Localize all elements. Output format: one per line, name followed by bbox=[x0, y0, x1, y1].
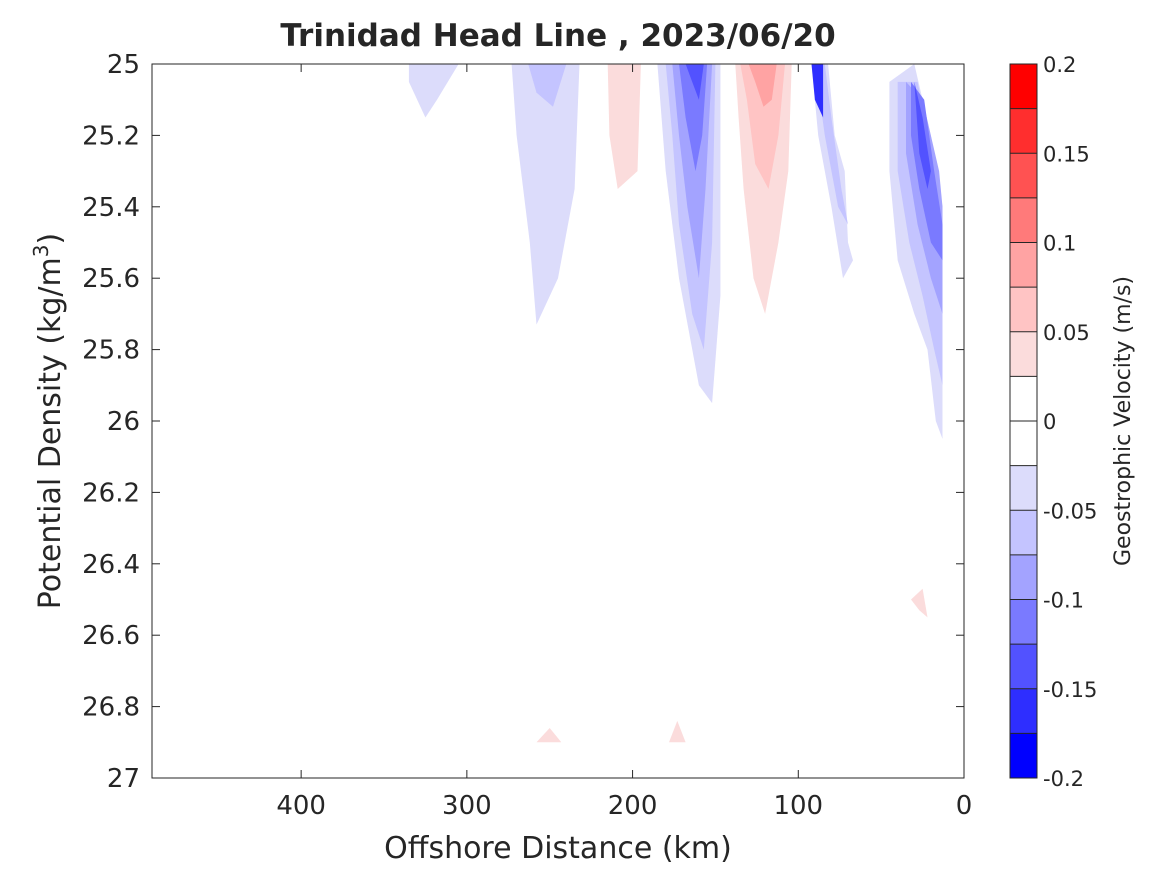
pos-patch-85km bbox=[811, 681, 845, 743]
colorbar-segment bbox=[1010, 733, 1037, 779]
neg-band-320km bbox=[380, 64, 484, 314]
pos-band-120km-core bbox=[748, 64, 777, 107]
colorbar bbox=[1010, 64, 1037, 779]
y-axis: 25 25.2 25.4 25.6 25.8 26 26.2 26.4 26.6 26.8 27 bbox=[82, 50, 964, 794]
x-axis-label: Offshore Distance (km) bbox=[384, 831, 732, 866]
colorbar-segment bbox=[1010, 465, 1037, 511]
neg-patch-140km bbox=[727, 517, 739, 600]
colorbar-segment bbox=[1010, 197, 1037, 243]
neg-band-255km-mid bbox=[511, 64, 580, 325]
y-axis-label-superscript: 3 bbox=[29, 244, 53, 257]
colorbar-segment bbox=[1010, 599, 1037, 645]
x-tick-label: 400 bbox=[276, 791, 326, 821]
neg-patch-30km bbox=[906, 724, 913, 743]
y-axis-label-close: ) bbox=[33, 233, 68, 245]
pos-patch-340km bbox=[380, 667, 451, 743]
colorbar-segment bbox=[1010, 331, 1037, 377]
y-tick-label: 25.4 bbox=[82, 193, 140, 223]
colorbar-segment bbox=[1010, 64, 1037, 110]
x-tick-label: 0 bbox=[956, 791, 973, 821]
colorbar-tick-label: -0.15 bbox=[1043, 678, 1097, 702]
pos-band-205km-core bbox=[607, 64, 641, 189]
contour-regions bbox=[380, 64, 943, 743]
colorbar-segment bbox=[1010, 242, 1037, 288]
pos-patch-coast-deep-core bbox=[911, 588, 928, 618]
colorbar-segment bbox=[1010, 421, 1037, 467]
colorbar-tick-label: 0 bbox=[1043, 410, 1056, 434]
colorbar-segment bbox=[1010, 376, 1037, 422]
colorbar-tick-label: -0.2 bbox=[1043, 767, 1084, 791]
y-tick-label: 25.8 bbox=[82, 336, 140, 366]
y-tick-label: 27 bbox=[107, 764, 140, 794]
colorbar-segment bbox=[1010, 644, 1037, 690]
colorbar-frame bbox=[1009, 63, 1038, 779]
colorbar-tick-label: 0.15 bbox=[1043, 142, 1090, 166]
colorbar-ticks: 0.2 0.15 0.1 0.05 0 -0.05 -0.1 -0.15 -0.2 bbox=[1043, 53, 1097, 791]
y-tick-label: 26.4 bbox=[82, 550, 140, 580]
colorbar-label: Geostrophic Velocity (m/s) bbox=[1111, 276, 1136, 566]
colorbar-tick-label: 0.1 bbox=[1043, 232, 1076, 256]
pos-patch-175km-core bbox=[669, 720, 686, 743]
chart-title: Trinidad Head Line , 2023/06/20 bbox=[280, 18, 835, 54]
pos-patch-175km bbox=[652, 649, 716, 743]
y-tick-label: 26.2 bbox=[82, 478, 140, 508]
colorbar-segment bbox=[1010, 688, 1037, 734]
neg-band-coast-core bbox=[914, 81, 931, 189]
colorbar-segment bbox=[1010, 287, 1037, 333]
colorbar-segment bbox=[1010, 108, 1037, 154]
y-tick-label: 26.6 bbox=[82, 621, 140, 651]
y-axis-label: Potential Density (kg/m3) bbox=[29, 233, 68, 609]
pos-band-120km-l3 bbox=[740, 64, 785, 189]
colorbar-tick-label: 0.2 bbox=[1043, 53, 1076, 77]
y-tick-label: 25 bbox=[107, 50, 140, 80]
y-axis-label-main: Potential Density (kg/m bbox=[33, 257, 68, 609]
x-axis: 400 300 200 100 0 bbox=[276, 64, 972, 821]
x-tick-label: 200 bbox=[608, 791, 658, 821]
colorbar-tick-label: -0.05 bbox=[1043, 499, 1097, 523]
pos-patch-255km bbox=[503, 660, 575, 743]
colorbar-segment bbox=[1010, 510, 1037, 556]
colorbar-tick-label: 0.05 bbox=[1043, 321, 1090, 345]
neg-band-255km-core bbox=[528, 64, 567, 107]
x-tick-label: 300 bbox=[442, 791, 492, 821]
neg-band-320km-core bbox=[408, 64, 459, 118]
pos-patch-coast-deep bbox=[894, 538, 931, 671]
neg-patch-200km bbox=[604, 685, 638, 743]
neg-band-165km-l6 bbox=[685, 64, 704, 100]
pos-patch-255km-core bbox=[536, 728, 562, 743]
neg-band-coast-top bbox=[811, 64, 824, 118]
y-tick-label: 26 bbox=[107, 407, 140, 437]
x-tick-label: 100 bbox=[773, 791, 823, 821]
y-tick-label: 26.8 bbox=[82, 693, 140, 723]
neg-band-60km-l3 bbox=[814, 64, 848, 225]
y-tick-label: 25.2 bbox=[82, 121, 140, 151]
neg-patch-120km bbox=[732, 685, 794, 743]
colorbar-segment bbox=[1010, 554, 1037, 600]
colorbar-segment bbox=[1010, 153, 1037, 199]
y-tick-label: 25.6 bbox=[82, 264, 140, 294]
colorbar-tick-label: -0.1 bbox=[1043, 589, 1084, 613]
